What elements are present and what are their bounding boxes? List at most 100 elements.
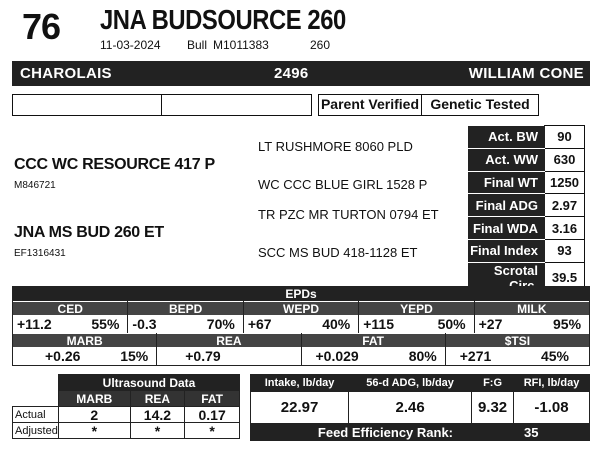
feed-value: 9.32: [471, 391, 515, 424]
epd-cell: $TSI +271 45%: [445, 333, 589, 365]
epd-title: EPDs: [13, 287, 589, 301]
ultrasound-value: 14.2: [129, 406, 186, 423]
animal-name: JNA BUDSOURCE 260: [100, 4, 346, 35]
sex: Bull: [187, 38, 208, 52]
dam-name: JNA MS BUD 260 ET: [14, 224, 164, 241]
genetic-tested-badge: Genetic Tested: [421, 94, 539, 116]
epd-row-1: CED +11.2 55% BEPD -0.3 70% WEPD +67 40% YEPD +…: [13, 301, 590, 333]
perf-label: Act. WW: [468, 147, 545, 172]
perf-value: 90: [544, 125, 585, 149]
performance-table: Act. BW 90 Act. WW 630 Final WT 1250 Final …: [468, 125, 585, 294]
perf-value: 3.16: [544, 216, 585, 240]
table-row: Final Index 93: [468, 238, 585, 263]
breeder-number: 2496: [274, 65, 309, 82]
epd-value: +67: [247, 316, 272, 332]
table-row: Actual 2 14.2 0.17: [12, 406, 240, 423]
feed-efficiency-table: Intake, lb/day 56-d ADG, lb/day F:G RFI,…: [249, 374, 590, 441]
feed-col-header: 56-d ADG, lb/day: [348, 374, 473, 392]
dam-sire: TR PZC MR TURTON 0794 ET: [258, 207, 439, 222]
ultrasound-value: 0.17: [184, 406, 240, 423]
epd-header: CED: [13, 301, 128, 316]
epd-value: +27: [478, 316, 503, 332]
feed-col-header: Intake, lb/day: [249, 374, 350, 392]
sire-registration: M846721: [14, 180, 56, 191]
birth-date: 11-03-2024: [100, 38, 161, 52]
breed: CHAROLAIS: [20, 65, 112, 82]
row-label: Adjusted: [12, 422, 59, 439]
table-row: Act. BW 90: [468, 125, 585, 149]
epd-header: MARB: [13, 333, 157, 348]
registration-number: M1011383: [213, 38, 269, 52]
epd-percentile: 45%: [540, 348, 569, 364]
epd-cell: CED +11.2 55%: [13, 301, 129, 333]
feed-value: 2.46: [348, 391, 473, 424]
feed-col-header: F:G: [471, 374, 515, 392]
epd-percentile: 40%: [322, 316, 351, 332]
ultrasound-title: Ultrasound Data: [58, 374, 240, 391]
sire-name: CCC WC RESOURCE 417 P: [14, 156, 215, 173]
epd-header: YEPD: [359, 301, 474, 316]
perf-value: 93: [544, 238, 585, 263]
perf-value: 1250: [544, 170, 585, 195]
epd-cell: REA +0.79: [157, 333, 302, 365]
parent-verified-badge: Parent Verified: [318, 94, 422, 116]
perf-value: 630: [544, 147, 585, 172]
ultrasound-value: *: [129, 422, 186, 439]
sire-dam: WC CCC BLUE GIRL 1528 P: [258, 177, 428, 192]
feed-value: 22.97: [249, 391, 350, 424]
epd-header: MILK: [474, 301, 590, 316]
table-row: Final WDA 3.16: [468, 216, 585, 240]
feed-col-header: RFI, lb/day: [513, 374, 590, 392]
epd-value: -0.3: [132, 316, 157, 332]
tattoo: 260: [310, 38, 331, 52]
consignor: WILLIAM CONE: [468, 65, 584, 82]
epd-cell: WEPD +67 40%: [243, 301, 360, 333]
table-row: Final WT 1250: [468, 170, 585, 195]
ultrasound-col-header: MARB: [58, 390, 131, 407]
epd-header: REA: [157, 333, 301, 348]
epd-value: +0.029: [315, 348, 359, 364]
epd-header: WEPD: [243, 301, 359, 316]
epd-section: EPDs CED +11.2 55% BEPD -0.3 70% WEPD +67 40% …: [12, 286, 590, 366]
table-row: Final ADG 2.97: [468, 193, 585, 218]
perf-label: Final WDA: [468, 216, 545, 240]
epd-header: BEPD: [128, 301, 243, 316]
epd-cell: YEPD +115 50%: [359, 301, 475, 333]
epd-value: +0.79: [185, 348, 221, 364]
dam-dam: SCC MS BUD 418-1128 ET: [258, 245, 418, 260]
breed-bar: CHAROLAIS 2496 WILLIAM CONE: [12, 61, 590, 86]
epd-row-2: MARB +0.26 15% REA +0.79 FAT +0.029 80% $TSI +…: [13, 333, 589, 365]
ultrasound-col-header: FAT: [184, 390, 240, 407]
table-row: 22.97 2.46 9.32 -1.08: [249, 391, 590, 424]
epd-value: +0.26: [45, 348, 81, 364]
row-label: Actual: [12, 406, 59, 423]
epd-header: $TSI: [445, 333, 589, 348]
empty-box-1: [12, 94, 162, 116]
sire-sire: LT RUSHMORE 8060 PLD: [258, 139, 413, 154]
ultrasound-value: *: [58, 422, 131, 439]
table-row: Adjusted * * *: [12, 422, 240, 439]
empty-box-2: [161, 94, 312, 116]
epd-cell: MILK +27 95%: [474, 301, 590, 333]
epd-value: +11.2: [17, 316, 52, 332]
epd-percentile: 80%: [408, 348, 437, 364]
epd-percentile: 15%: [120, 348, 149, 364]
ultrasound-col-header: REA: [129, 390, 186, 407]
epd-value: +115: [363, 316, 394, 332]
ultrasound-value: 2: [58, 406, 131, 423]
dam-registration: EF1316431: [14, 248, 66, 259]
feed-value: -1.08: [513, 391, 590, 424]
epd-header: FAT: [301, 333, 445, 348]
epd-cell: BEPD -0.3 70%: [128, 301, 244, 333]
lot-number: 76: [22, 6, 61, 47]
ultrasound-table: Ultrasound Data MARB REA FAT Actual 2 14…: [12, 374, 240, 439]
epd-cell: MARB +0.26 15%: [13, 333, 158, 365]
perf-label: Final WT: [468, 170, 545, 195]
ultrasound-value: *: [184, 422, 240, 439]
epd-percentile: 55%: [91, 316, 120, 332]
epd-value: +271: [459, 348, 492, 364]
epd-percentile: 50%: [437, 316, 466, 332]
epd-cell: FAT +0.029 80%: [301, 333, 446, 365]
epd-percentile: 95%: [553, 316, 582, 332]
perf-label: Final ADG: [468, 193, 545, 218]
